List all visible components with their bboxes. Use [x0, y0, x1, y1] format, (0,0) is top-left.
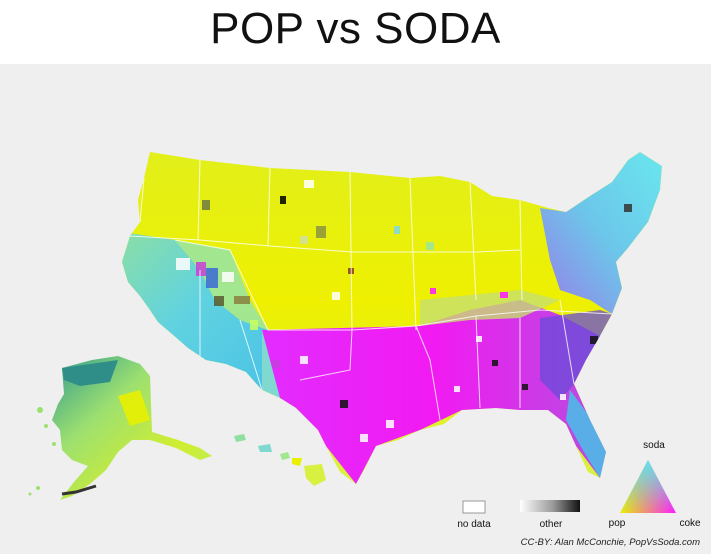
map-area: no data other soda pop coke CC-BY: Alan …	[0, 64, 711, 554]
alaska	[28, 356, 212, 500]
hawaii	[234, 434, 326, 486]
triangle-soda-label: soda	[643, 440, 665, 451]
map-svg: no data other soda pop coke CC-BY: Alan …	[28, 152, 701, 548]
credit-text: CC-BY: Alan McConchie, PopVsSoda.com	[521, 537, 700, 548]
legend-triangle: soda pop coke	[609, 440, 701, 529]
triangle-pop-label: pop	[609, 518, 626, 529]
map-title: POP vs SODA	[210, 4, 501, 53]
contiguous-us	[122, 152, 662, 484]
other-label: other	[540, 519, 563, 530]
no-data-swatch	[462, 500, 486, 514]
triangle-coke-label: coke	[679, 518, 701, 529]
west-soda-region	[122, 230, 268, 390]
header: POP vs SODA	[0, 0, 711, 64]
legend-other: other	[520, 500, 580, 530]
other-gradient-swatch	[520, 500, 580, 512]
legend-no-data: no data	[457, 500, 491, 530]
no-data-label: no data	[457, 519, 491, 530]
northeast-soda-region	[540, 152, 662, 314]
triangle-soda-fill	[620, 460, 676, 513]
